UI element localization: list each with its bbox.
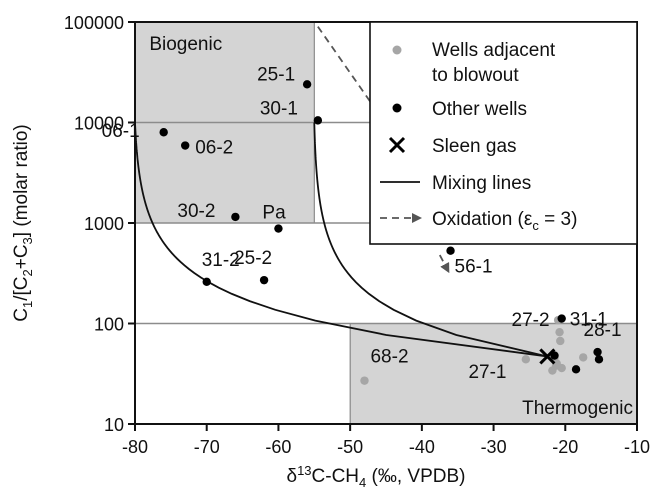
legend-label-oxidation: Oxidation (εc = 3) — [432, 209, 577, 233]
y-tick-label-3: 10000 — [74, 114, 124, 134]
other-well-point-25-2 — [259, 275, 269, 285]
legend-label-other: Other wells — [432, 99, 527, 120]
point-label-28-1: 28-1 — [584, 320, 622, 341]
x-tick-label-4: -40 — [409, 437, 435, 457]
legend-label-sleen: Sleen gas — [432, 136, 517, 157]
legend-box — [369, 21, 638, 245]
y-tick-label-4: 100000 — [64, 13, 124, 33]
adjacent-well-point-9 — [552, 359, 561, 368]
point-label-06-1: 06-1 — [102, 121, 140, 142]
x-tick-label-5: -30 — [481, 437, 507, 457]
point-label-25-2: 25-2 — [234, 248, 272, 269]
adjacent-well-point-7 — [548, 366, 557, 375]
legend-label-adjacent-2: to blowout — [432, 65, 519, 86]
other-well-point-12 — [571, 365, 581, 374]
point-label-06-2: 06-2 — [195, 138, 233, 159]
point-label-31-1: 31-1 — [570, 310, 608, 331]
adjacent-well-point-4 — [556, 336, 565, 346]
point-label-30-1: 30-1 — [260, 98, 298, 119]
region-label-thermogenic: Thermogenic — [522, 398, 633, 419]
point-label-30-2: 30-2 — [177, 201, 215, 222]
data-points — [159, 80, 604, 385]
x-tick-label-0: -80 — [122, 437, 148, 457]
point-labels: 68-2 06-1 06-2 25-1 30-1 30-2 Pa 31-225-2 56-1 31… — [102, 64, 622, 383]
mixing-line-2 — [313, 122, 548, 358]
point-label-27-2: 27-2 — [512, 310, 550, 331]
other-well-point-56-1 — [446, 246, 455, 255]
legend-marker-other — [392, 103, 402, 113]
x-tick-label-6: -20 — [552, 437, 578, 457]
legend-marker-sleen-2 — [388, 136, 406, 154]
other-well-point-31-2 — [202, 277, 211, 286]
region-label-biogenic: Biogenic — [149, 34, 222, 55]
other-well-point-06-2 — [181, 141, 190, 150]
sleen-gas-marker — [539, 348, 556, 365]
oxidation-arrow-2 — [438, 254, 450, 274]
x-tick-label-1: -70 — [194, 437, 220, 457]
y-tick-label-0: 10 — [104, 415, 124, 435]
adjacent-well-point-3 — [555, 327, 564, 337]
y-axis-title: C1/[C2+C3] (molar ratio) — [11, 124, 35, 322]
x-axis-title: δ13C-CH4 (‰, VPDB) — [286, 463, 465, 490]
legend-marker-adjacent — [392, 45, 402, 55]
other-well-point-06-1 — [159, 128, 168, 137]
other-well-point-25-1 — [302, 80, 312, 89]
point-label-31-2: 31-2 — [202, 250, 240, 271]
other-well-point-11 — [594, 355, 604, 364]
x-tick-label-3: -50 — [337, 437, 363, 457]
y-tick-label-1: 100 — [94, 315, 124, 335]
sleen-gas-stroke-2 — [539, 348, 556, 365]
other-well-point-Pa — [274, 224, 283, 233]
other-well-point-30-2 — [231, 212, 240, 222]
point-label-68-2: 68-2 — [370, 347, 408, 368]
x-tick-label-2: -60 — [265, 437, 291, 457]
other-well-point-30-1 — [313, 116, 323, 125]
other-well-point-31-1 — [557, 314, 566, 323]
other-well-point-28-1 — [593, 347, 602, 357]
adjacent-well-point-68-2 — [360, 376, 369, 385]
legend-label-mixing: Mixing lines — [432, 173, 531, 194]
point-label-Pa: Pa — [262, 203, 286, 224]
region-labels: Biogenic Thermogenic — [149, 34, 633, 419]
axes: -80 -70 -60 -50 -40 -30 -20 -10 10 100 1000 10000 10… — [11, 13, 650, 490]
legend-label-adjacent-1: Wells adjacent — [432, 40, 556, 61]
point-label-27-1: 27-1 — [468, 362, 506, 383]
y-tick-label-2: 1000 — [84, 214, 124, 234]
legend: Wells adjacent to blowout Other wells Sleen… — [369, 21, 638, 245]
adjacent-well-point-10 — [579, 353, 588, 362]
adjacent-well-point-1 — [521, 355, 531, 364]
x-tick-label-7: -10 — [624, 437, 650, 457]
point-label-25-1: 25-1 — [257, 64, 295, 85]
point-label-56-1: 56-1 — [455, 257, 493, 278]
